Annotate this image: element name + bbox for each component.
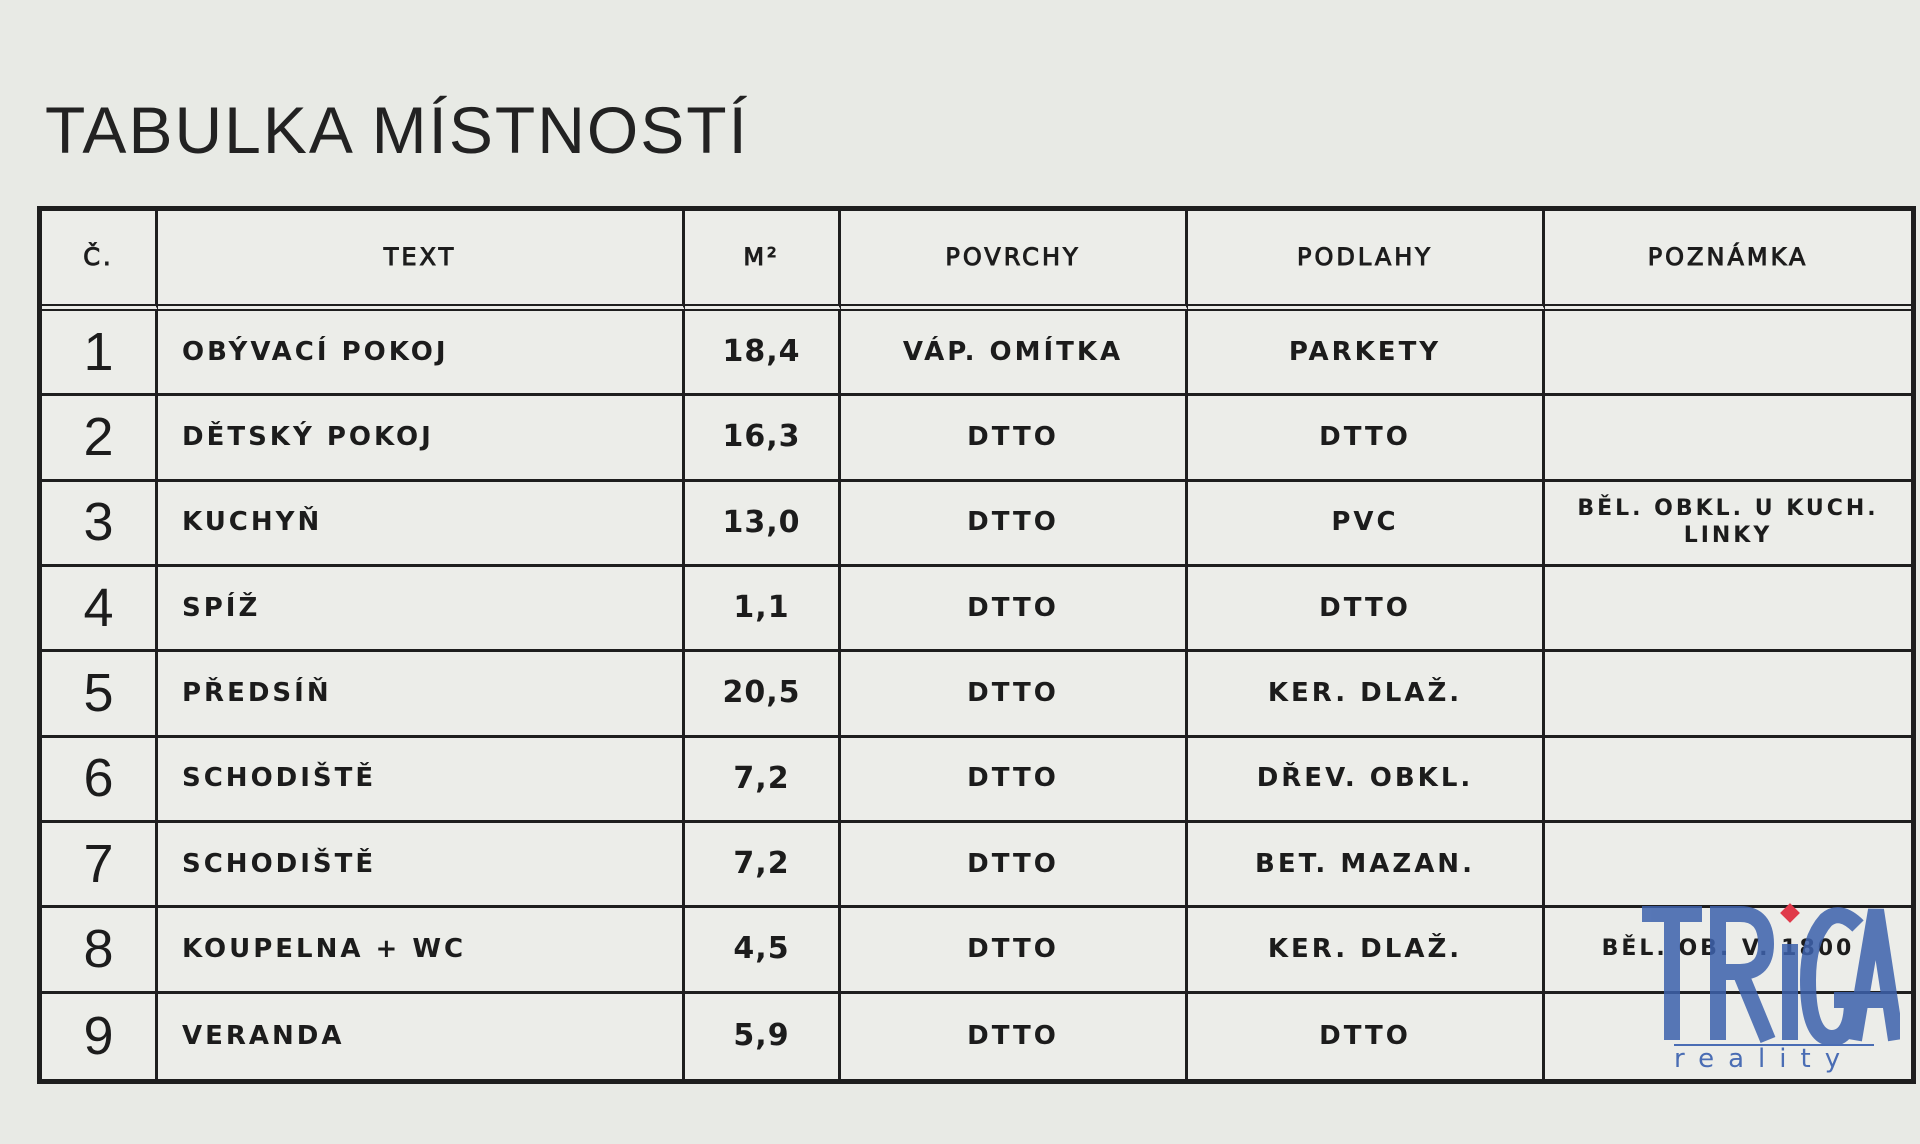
room-name: SPÍŽ [158,567,685,653]
room-area: 20,5 [685,652,841,738]
room-name: KOUPELNA + WC [158,908,685,994]
header-floors: PODLAHY [1188,211,1545,311]
room-table: Č. TEXT M² POVRCHY PODLAHY POZNÁMKA 1 OBÝ… [37,206,1916,1084]
room-name: SCHODIŠTĚ [158,737,685,823]
header-text: TEXT [158,211,685,311]
row-number: 3 [42,481,158,567]
room-area: 5,9 [685,993,841,1079]
room-name: VERANDA [158,993,685,1079]
room-area: 7,2 [685,823,841,909]
room-area: 13,0 [685,481,841,567]
row-number: 9 [42,993,158,1079]
room-surfaces: VÁP. OMÍTKA [841,311,1188,397]
room-area: 1,1 [685,567,841,653]
room-name: KUCHYŇ [158,481,685,567]
room-surfaces: DTTO [841,396,1188,482]
room-note [1545,652,1911,738]
room-surfaces: DTTO [841,652,1188,738]
room-floors: BET. MAZAN. [1188,823,1545,909]
room-area: 7,2 [685,737,841,823]
row-number: 6 [42,737,158,823]
room-area: 4,5 [685,908,841,994]
room-surfaces: DTTO [841,481,1188,567]
room-note [1545,396,1911,482]
room-note [1545,311,1911,397]
row-number: 7 [42,823,158,909]
header-note: POZNÁMKA [1545,211,1911,311]
room-name: PŘEDSÍŇ [158,652,685,738]
room-floors: DTTO [1188,396,1545,482]
room-floors: PVC [1188,481,1545,567]
room-note [1545,567,1911,653]
row-number: 8 [42,908,158,994]
room-floors: KER. DLAŽ. [1188,908,1545,994]
room-note: BĚL. OBKL. U KUCH. LINKY [1545,482,1911,567]
room-floors: DŘEV. OBKL. [1188,737,1545,823]
row-number: 1 [42,311,158,397]
room-floors: KER. DLAŽ. [1188,652,1545,738]
row-number: 5 [42,652,158,738]
room-floors: DTTO [1188,993,1545,1079]
row-number: 4 [42,567,158,653]
room-name: SCHODIŠTĚ [158,823,685,909]
room-area: 18,4 [685,311,841,397]
header-number: Č. [42,211,158,311]
room-surfaces: DTTO [841,993,1188,1079]
header-surfaces: POVRCHY [841,211,1188,311]
row-number: 2 [42,396,158,482]
room-floors: PARKETY [1188,311,1545,397]
room-name: DĚTSKÝ POKOJ [158,396,685,482]
room-surfaces: DTTO [841,823,1188,909]
room-surfaces: DTTO [841,908,1188,994]
room-floors: DTTO [1188,567,1545,653]
room-note [1545,823,1911,909]
room-area: 16,3 [685,396,841,482]
document-title: TABULKA MÍSTNOSTÍ [45,93,749,167]
room-note [1545,738,1911,823]
room-note: BĚL. OB. V. 1800 [1545,908,1911,994]
watermark-sub: reality [1674,1044,1855,1074]
room-surfaces: DTTO [841,567,1188,653]
header-area: M² [685,211,841,311]
room-name: OBÝVACÍ POKOJ [158,311,685,397]
room-surfaces: DTTO [841,737,1188,823]
